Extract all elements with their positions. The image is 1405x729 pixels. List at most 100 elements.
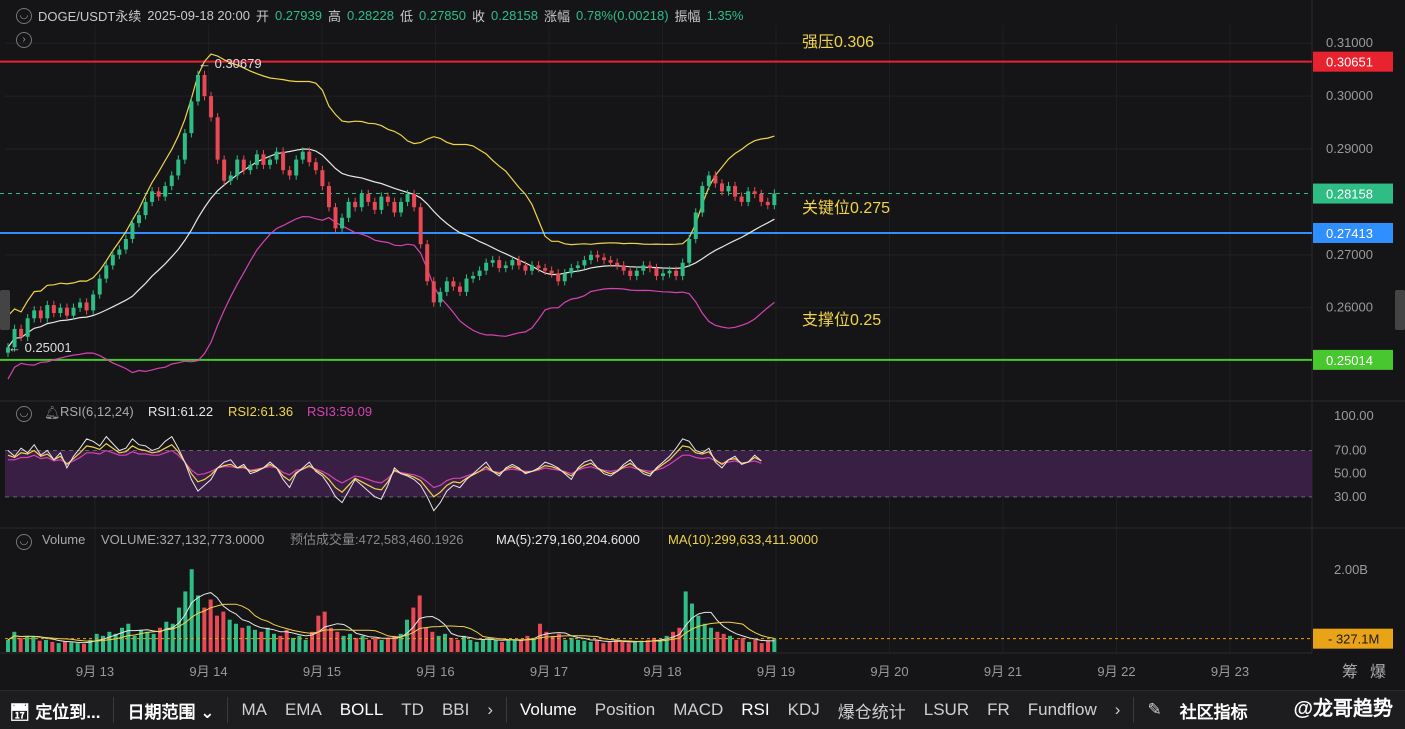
volume-bar	[101, 635, 106, 652]
indicator-kdj[interactable]: KDJ	[787, 700, 820, 719]
candle-body	[320, 170, 325, 187]
volume-toggle-icon[interactable]: ◡	[16, 534, 32, 550]
candle-body	[425, 244, 430, 282]
candle-body	[641, 265, 646, 271]
candle-body	[202, 74, 207, 97]
volume-bar	[664, 635, 669, 652]
volume-bar	[493, 639, 498, 652]
price-chart[interactable]: 0.30651 0.28158 0.27413 0.25014 - 327.1M 0.…	[0, 0, 1405, 690]
price-line-tag	[1313, 349, 1393, 370]
volume-title: Volume	[42, 532, 85, 547]
volume-bar	[443, 633, 448, 652]
right-panel-handle[interactable]	[1395, 290, 1405, 330]
price-tick-label: 0.30000	[1326, 88, 1373, 103]
time-tick-label: 9月 16	[416, 664, 454, 679]
bell-icon[interactable]: 🔔︎	[44, 405, 61, 420]
volume-bar	[132, 635, 137, 652]
candle-body	[759, 193, 764, 202]
left-panel-handle[interactable]	[0, 290, 10, 330]
rsi-tick-label: 70.00	[1334, 443, 1367, 458]
volume-bar	[158, 627, 163, 652]
chevron-right-icon[interactable]: ›	[487, 700, 494, 719]
close-label: 收	[472, 9, 486, 24]
community-indicators[interactable]: 社区指标	[1179, 702, 1248, 722]
locate-button[interactable]: 📅︎ 定位到...	[9, 702, 101, 722]
candle-body	[254, 154, 259, 165]
chevron-right-icon[interactable]: ›	[1114, 700, 1121, 719]
volume-bar	[335, 631, 340, 652]
volume-bar	[196, 595, 201, 652]
indicator-fundflow[interactable]: Fundflow	[1027, 700, 1097, 719]
volume-bar	[12, 631, 17, 652]
expand-icon[interactable]: ›	[16, 32, 32, 48]
candle-body	[333, 207, 338, 229]
volume-bar	[462, 635, 467, 652]
rsi-title: RSI(6,12,24)	[60, 404, 134, 419]
edit-icon[interactable]: ✎	[1147, 700, 1162, 719]
candle-body	[405, 193, 410, 202]
volume-bar	[240, 627, 245, 652]
candle-body	[143, 201, 148, 216]
candle-body	[6, 347, 10, 353]
volume-bar	[189, 569, 194, 652]
volume-bar	[759, 643, 764, 652]
volume-bar	[550, 635, 555, 652]
indicator-td[interactable]: TD	[401, 700, 424, 719]
candle-body	[615, 262, 620, 266]
candle-body	[569, 268, 574, 274]
volume-bar	[56, 643, 61, 652]
volume-bar	[772, 638, 777, 652]
date-range-button[interactable]: 日期范围 ⌄	[127, 702, 215, 722]
candle-body	[91, 294, 96, 311]
volume-bar	[544, 631, 549, 652]
indicator-macd[interactable]: MACD	[673, 700, 724, 719]
candle-body	[608, 260, 613, 263]
indicator-position[interactable]: Position	[594, 700, 656, 719]
volume-bar	[557, 633, 562, 652]
indicator-liquidation[interactable]: 爆仓统计	[837, 702, 906, 722]
candle-body	[772, 193, 777, 206]
amp-value: 1.35%	[706, 8, 744, 23]
volume-bar	[500, 641, 505, 652]
indicator-volume[interactable]: Volume	[520, 700, 577, 719]
candle-body	[595, 254, 600, 258]
volume-bar	[576, 639, 581, 652]
volume-bar	[202, 607, 207, 652]
candle-body	[464, 278, 469, 292]
rsi-tick-label: 50.00	[1334, 466, 1367, 481]
volume-bar	[531, 637, 536, 652]
volume-bar	[411, 607, 416, 652]
indicator-bbi[interactable]: BBI	[441, 700, 470, 719]
rsi1-line	[7, 435, 762, 512]
low-value: 0.27850	[419, 8, 466, 23]
candle-body	[647, 265, 652, 269]
volume-bar	[753, 639, 758, 652]
volume-bar	[221, 611, 226, 652]
boll-bands	[7, 53, 775, 380]
indicator-boll[interactable]: BOLL	[339, 700, 384, 719]
candle-body	[110, 254, 115, 266]
candle-body	[588, 254, 593, 261]
candle-body	[78, 302, 83, 308]
indicator-fr[interactable]: FR	[987, 700, 1010, 719]
collapse-icon[interactable]: ◡	[16, 7, 32, 24]
indicator-ma[interactable]: MA	[241, 700, 267, 719]
indicator-ema[interactable]: EMA	[284, 700, 322, 719]
volume-bar	[740, 637, 745, 652]
volume-bar	[139, 629, 144, 652]
volume-bar	[379, 639, 384, 652]
indicator-lsur[interactable]: LSUR	[923, 700, 970, 719]
change-value: 0.78%(0.00218)	[576, 8, 669, 23]
volume-bar	[297, 635, 302, 652]
rsi-tick-label: 100.00	[1334, 408, 1374, 423]
rsi-toggle-icon[interactable]: ◡	[16, 406, 32, 422]
candle-body	[438, 291, 443, 303]
candle-body	[575, 265, 580, 269]
volume-bar	[487, 637, 492, 652]
indicator-rsi[interactable]: RSI	[741, 700, 770, 719]
volume-bar	[639, 640, 644, 652]
candle-body	[746, 191, 751, 202]
volume-bar	[506, 639, 511, 652]
candle-body	[287, 170, 292, 176]
candle-body	[739, 196, 744, 202]
